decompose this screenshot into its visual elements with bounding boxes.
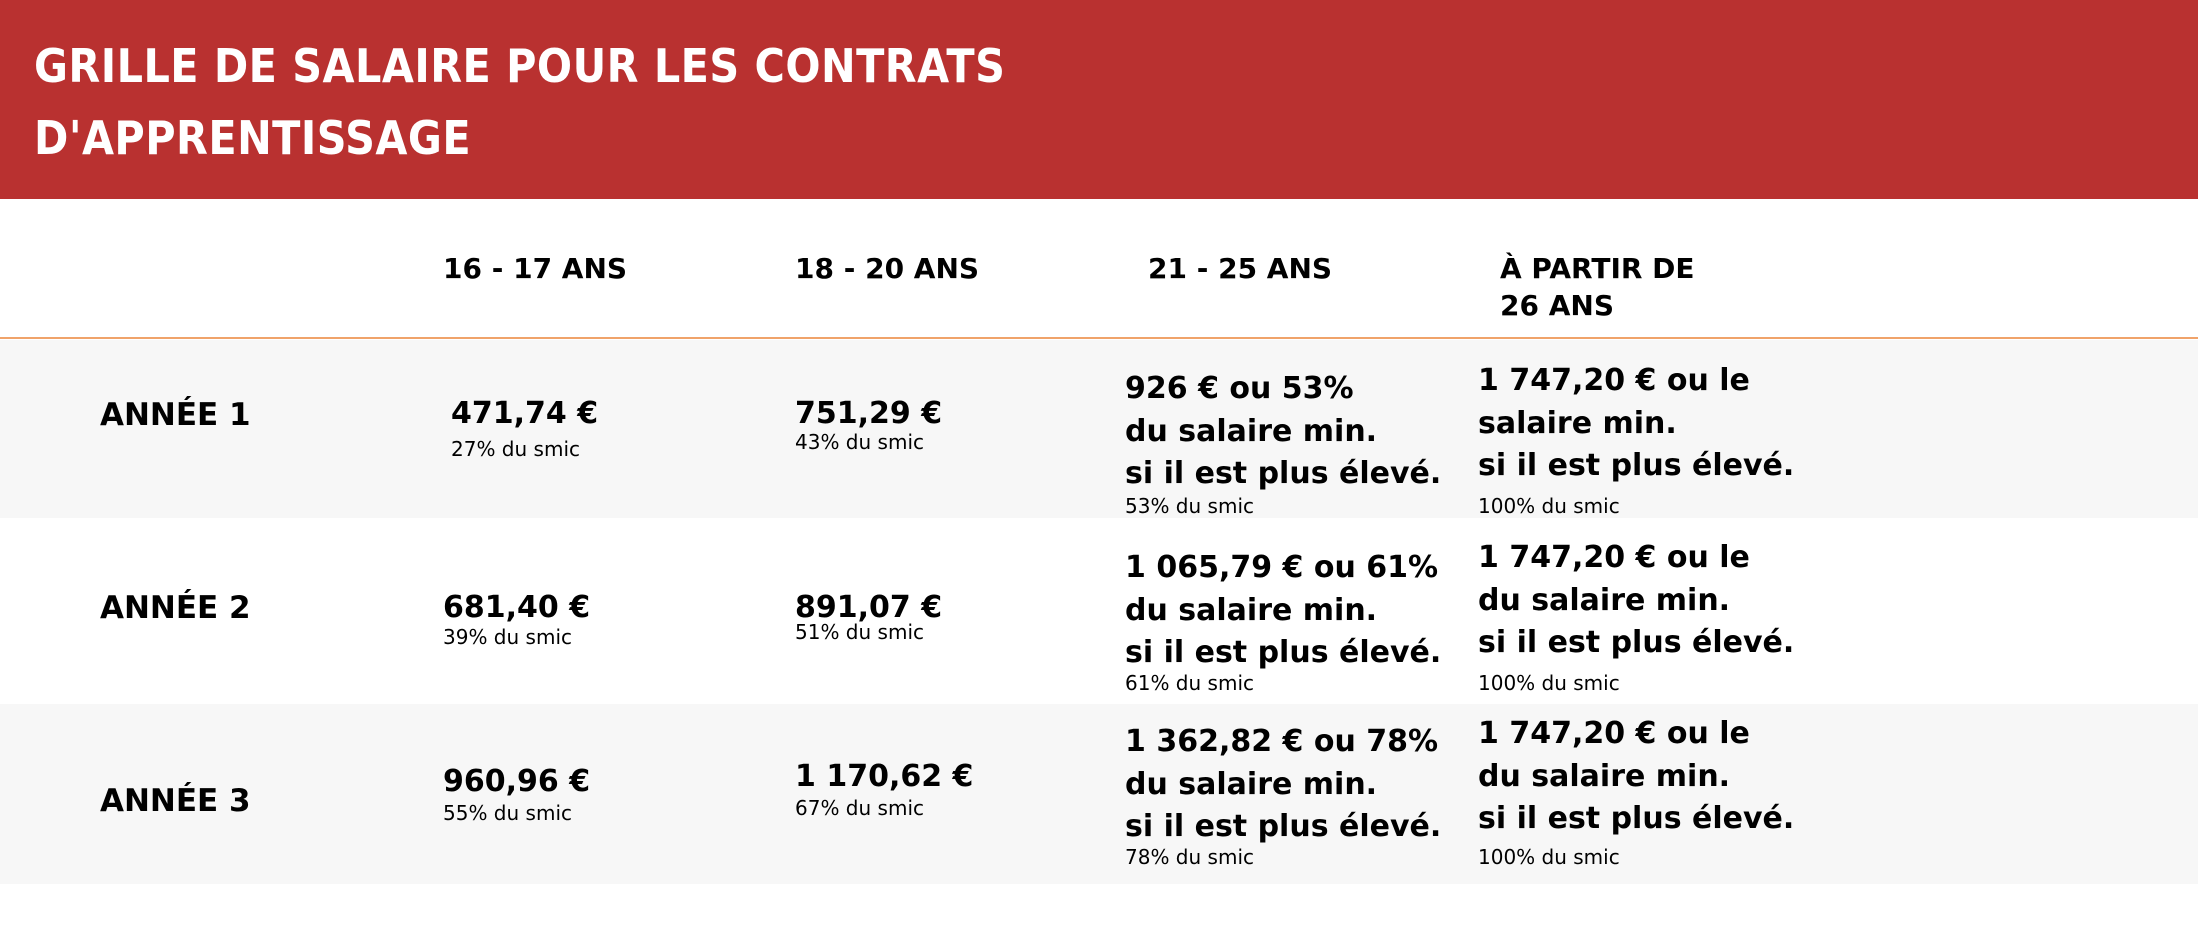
title-line-1: GRILLE DE SALAIRE POUR LES CONTRATS bbox=[34, 39, 1006, 93]
column-header-21-25: 21 - 25 ANS bbox=[1148, 252, 1333, 285]
amount-year-2-21-25-line-1: 1 065,79 € ou 61% bbox=[1125, 550, 1439, 585]
column-header-18-20: 18 - 20 ANS bbox=[795, 252, 980, 285]
amount-year-1-16-17: 471,74 € bbox=[451, 396, 599, 431]
amount-year-3-21-25: 1 362,82 € ou 78% du salaire min. si il … bbox=[1125, 721, 1441, 849]
amount-year-2-16-17: 681,40 € bbox=[443, 590, 591, 625]
pct-year-3-26-plus: 100% du smic bbox=[1478, 845, 1620, 869]
pct-year-2-18-20: 51% du smic bbox=[795, 620, 924, 644]
pct-year-1-26-plus: 100% du smic bbox=[1478, 494, 1620, 518]
row-label-year-1: ANNÉE 1 bbox=[100, 397, 251, 433]
column-header-16-17: 16 - 17 ANS bbox=[443, 252, 628, 285]
title-line-2: D'APPRENTISSAGE bbox=[34, 111, 472, 165]
header-banner: GRILLE DE SALAIRE POUR LES CONTRATS D'AP… bbox=[0, 0, 2198, 199]
amount-year-1-26-plus-line-2: salaire min. bbox=[1478, 405, 1677, 441]
row-label-year-3: ANNÉE 3 bbox=[100, 783, 251, 819]
amount-year-2-18-20: 891,07 € bbox=[795, 590, 943, 625]
page-title: GRILLE DE SALAIRE POUR LES CONTRATS D'AP… bbox=[34, 30, 1114, 174]
row-band-year-3 bbox=[0, 704, 2198, 884]
amount-year-3-21-25-line-1: 1 362,82 € ou 78% bbox=[1125, 724, 1439, 759]
amount-year-1-21-25-line-1: 926 € ou 53% bbox=[1125, 371, 1354, 406]
amount-year-1-21-25: 926 € ou 53% du salaire min. si il est p… bbox=[1125, 368, 1441, 496]
amount-year-2-26-plus-line-2: du salaire min. bbox=[1478, 582, 1731, 618]
amount-year-1-26-plus-line-1: 1 747,20 € ou le bbox=[1478, 363, 1750, 398]
header-divider bbox=[0, 337, 2198, 339]
pct-year-1-21-25: 53% du smic bbox=[1125, 494, 1254, 518]
amount-year-1-18-20: 751,29 € bbox=[795, 396, 943, 431]
pct-year-3-18-20: 67% du smic bbox=[795, 796, 924, 820]
row-label-year-2: ANNÉE 2 bbox=[100, 590, 251, 626]
column-header-26-plus-line-2: 26 ANS bbox=[1500, 289, 1614, 322]
amount-year-2-21-25-line-2: du salaire min. bbox=[1125, 592, 1378, 628]
pct-year-1-18-20: 43% du smic bbox=[795, 430, 924, 454]
row-band-year-1 bbox=[0, 340, 2198, 518]
amount-year-2-26-plus-line-1: 1 747,20 € ou le bbox=[1478, 540, 1750, 575]
amount-year-1-26-plus-line-3: si il est plus élevé. bbox=[1478, 448, 1795, 483]
pct-year-2-26-plus: 100% du smic bbox=[1478, 671, 1620, 695]
pct-year-1-16-17: 27% du smic bbox=[451, 437, 580, 461]
pct-year-3-21-25: 78% du smic bbox=[1125, 845, 1254, 869]
amount-year-1-26-plus: 1 747,20 € ou le salaire min. si il est … bbox=[1478, 360, 1794, 488]
amount-year-3-21-25-line-2: du salaire min. bbox=[1125, 766, 1378, 802]
amount-year-3-26-plus-line-1: 1 747,20 € ou le bbox=[1478, 716, 1750, 751]
pct-year-3-16-17: 55% du smic bbox=[443, 801, 572, 825]
amount-year-3-26-plus-line-2: du salaire min. bbox=[1478, 758, 1731, 794]
amount-year-3-18-20: 1 170,62 € bbox=[795, 759, 974, 794]
column-header-26-plus: À PARTIR DE 26 ANS bbox=[1500, 250, 1695, 324]
amount-year-3-26-plus-line-3: si il est plus élevé. bbox=[1478, 801, 1795, 836]
row-band-year-2 bbox=[0, 518, 2198, 704]
amount-year-2-26-plus: 1 747,20 € ou le du salaire min. si il e… bbox=[1478, 537, 1794, 665]
column-header-26-plus-line-1: À PARTIR DE bbox=[1500, 252, 1695, 285]
amount-year-3-21-25-line-3: si il est plus élevé. bbox=[1125, 809, 1442, 844]
amount-year-1-21-25-line-3: si il est plus élevé. bbox=[1125, 456, 1442, 491]
amount-year-3-26-plus: 1 747,20 € ou le du salaire min. si il e… bbox=[1478, 713, 1794, 841]
amount-year-3-16-17: 960,96 € bbox=[443, 764, 591, 799]
amount-year-1-21-25-line-2: du salaire min. bbox=[1125, 413, 1378, 449]
pct-year-2-16-17: 39% du smic bbox=[443, 625, 572, 649]
amount-year-2-26-plus-line-3: si il est plus élevé. bbox=[1478, 625, 1795, 660]
amount-year-2-21-25-line-3: si il est plus élevé. bbox=[1125, 635, 1442, 670]
pct-year-2-21-25: 61% du smic bbox=[1125, 671, 1254, 695]
amount-year-2-21-25: 1 065,79 € ou 61% du salaire min. si il … bbox=[1125, 547, 1441, 675]
